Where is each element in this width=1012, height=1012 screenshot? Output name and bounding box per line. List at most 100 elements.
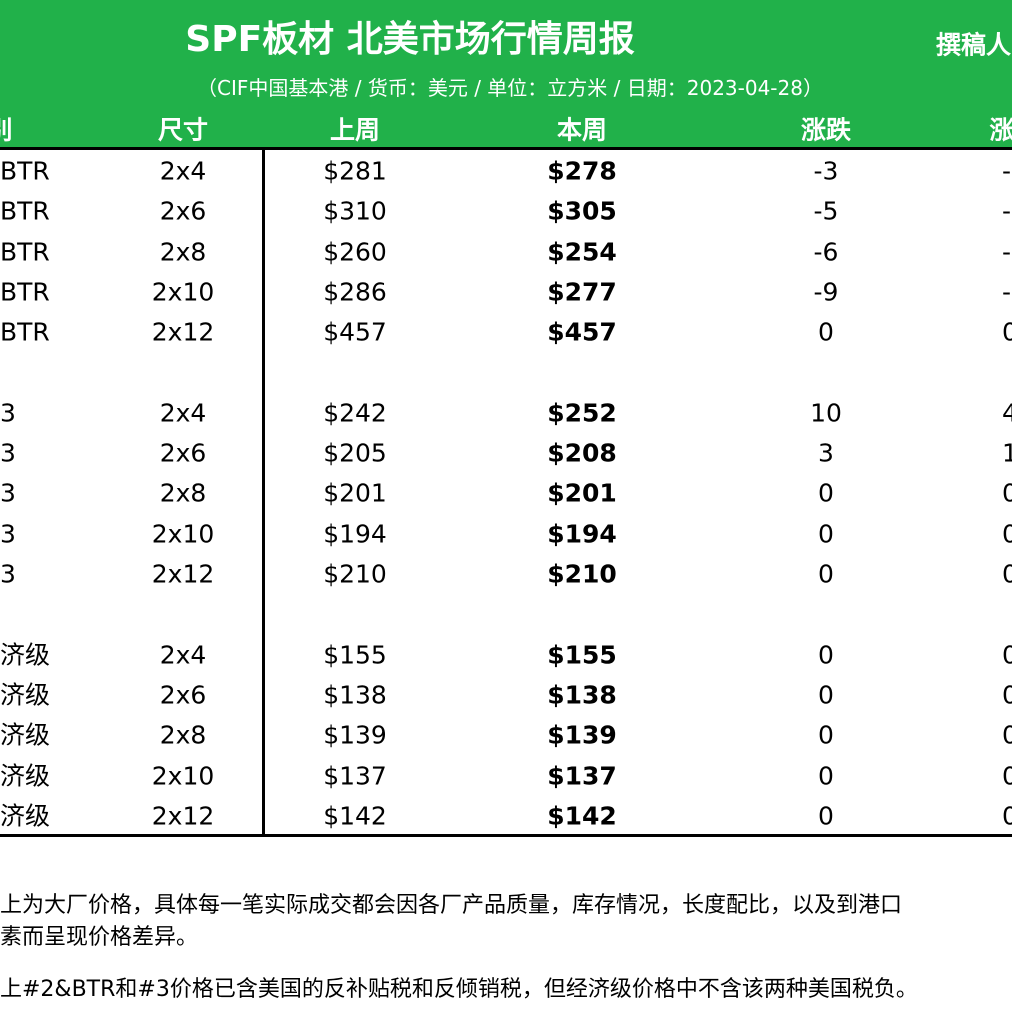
table-cell: -1 [1002,156,1012,186]
table-cell: 0 [818,519,834,549]
table-cell: $137 [323,761,387,790]
table-cell: $310 [323,196,387,226]
author: 撰稿人 [936,30,1012,60]
table-cell: $194 [323,519,387,549]
table-cell: 0 [1002,761,1012,790]
subtitle: （CIF中国基本港 / 货币：美元 / 单位：立方米 / 日期：2023-04-… [197,76,823,100]
table-cell: BTR [0,196,50,226]
table-cell: 0 [1002,801,1012,831]
table-cell: 0 [818,478,834,508]
table-cell: $138 [547,680,617,710]
table-cell: 2x12 [151,317,215,347]
table-cell: 2x10 [151,277,215,307]
table-cell: $252 [547,398,617,428]
table-cell: 0 [1002,519,1012,549]
table-cell: 济级 [0,640,51,670]
table-cell: $137 [547,761,617,790]
column-header: 别 [0,118,13,143]
table-cell: 2x4 [159,156,207,186]
table-cell: 0 [1002,559,1012,589]
table-cell: $208 [547,438,617,468]
table-cell: 2x10 [151,761,215,790]
table-cell: 2x10 [151,519,215,549]
table-cell: -2 [1002,237,1012,267]
table-cell: 济级 [0,720,51,750]
table-cell: -5 [813,196,839,226]
table-cell: $155 [547,640,617,670]
note: 上#2&BTR和#3价格已含美国的反补贴税和反倾销税，但经济级价格中不含该两种美… [0,977,918,1002]
column-header: 涨跌 [800,115,852,145]
column-header: 上周 [329,115,381,145]
table-cell: BTR [0,317,50,347]
table-cell: -3 [813,156,839,186]
table-cell: $138 [323,680,387,710]
table-cell: 济级 [0,801,51,831]
table-cell: 2x6 [159,680,207,710]
table-cell: 2x12 [151,801,215,831]
table-cell: 2x4 [159,398,207,428]
table-cell: 3 [0,559,16,589]
table-cell: 4 [1002,398,1012,428]
table-cell: -3 [1002,277,1012,307]
table-cell: 2x12 [151,559,215,589]
table-cell: $260 [323,237,387,267]
table-cell: 2x8 [159,478,207,508]
table-cell: 0 [1002,317,1012,347]
note: 上为大厂价格，具体每一笔实际成交都会因各厂产品质量，库存情况，长度配比，以及到港… [0,893,903,918]
table-cell: $139 [323,720,387,750]
table-cell: 0 [818,640,834,670]
table-cell: 2x8 [159,237,207,267]
table-cell: $201 [547,478,617,508]
table-cell: 3 [818,438,834,468]
table-cell: $281 [323,156,387,186]
table-cell: $142 [547,801,617,831]
table-cell: $205 [323,438,387,468]
table-cell: 2x8 [159,720,207,750]
table-cell: -6 [813,237,839,267]
table-cell: 2x6 [159,196,207,226]
column-header: 尺寸 [157,115,209,145]
table-cell: 0 [1002,478,1012,508]
table-cell: 3 [0,398,16,428]
table-cell: 3 [0,438,16,468]
title: SPF板材 北美市场行情周报 [185,19,635,60]
header-band [0,0,1012,148]
table-cell: BTR [0,277,50,307]
table-cell: -1 [1002,196,1012,226]
table-cell: $139 [547,720,617,750]
table-cell: $242 [323,398,387,428]
column-header: 本周 [556,115,608,145]
table-cell: $278 [547,156,617,186]
table-cell: 济级 [0,680,51,710]
table-cell: $286 [323,277,387,307]
table-cell: $457 [323,317,387,347]
note: 素而呈现价格差异。 [0,925,199,950]
table-cell: $155 [323,640,387,670]
table-cell: 1 [1002,438,1012,468]
column-rule [262,150,265,835]
table-cell: 0 [818,761,834,790]
table-cell: $305 [547,196,617,226]
table-cell: 0 [1002,720,1012,750]
bottom-rule [0,834,1012,837]
table-cell: $457 [547,317,617,347]
table-cell: BTR [0,237,50,267]
table-cell: 0 [818,720,834,750]
table-cell: $210 [547,559,617,589]
table-cell: 0 [818,317,834,347]
table-cell: $254 [547,237,617,267]
table-cell: -9 [813,277,839,307]
table-cell: 济级 [0,761,51,790]
table-cell: 2x6 [159,438,207,468]
table-cell: 0 [1002,640,1012,670]
table-cell: 0 [1002,680,1012,710]
table-cell: 2x4 [159,640,207,670]
table-cell: $142 [323,801,387,831]
table-cell: $210 [323,559,387,589]
table-cell: 0 [818,801,834,831]
table-cell: 0 [818,559,834,589]
table-cell: BTR [0,156,50,186]
table-cell: 0 [818,680,834,710]
